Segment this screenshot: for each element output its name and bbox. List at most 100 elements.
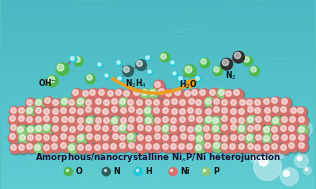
Circle shape xyxy=(111,106,123,118)
Circle shape xyxy=(136,123,148,135)
Circle shape xyxy=(81,89,92,101)
Circle shape xyxy=(42,143,54,155)
Circle shape xyxy=(34,106,46,118)
Circle shape xyxy=(239,98,250,110)
Circle shape xyxy=(237,142,249,154)
Circle shape xyxy=(220,142,232,153)
Circle shape xyxy=(212,105,223,117)
Bar xyxy=(1,124,315,127)
Bar xyxy=(1,185,315,189)
Circle shape xyxy=(195,143,207,155)
Circle shape xyxy=(162,142,174,154)
Circle shape xyxy=(271,106,283,118)
Circle shape xyxy=(43,108,55,119)
Circle shape xyxy=(170,134,181,146)
Circle shape xyxy=(271,126,283,137)
Circle shape xyxy=(104,73,110,79)
Circle shape xyxy=(110,143,122,154)
Circle shape xyxy=(35,115,46,127)
Bar xyxy=(1,79,315,83)
Circle shape xyxy=(253,143,265,154)
Circle shape xyxy=(115,89,126,101)
Circle shape xyxy=(209,88,220,100)
Circle shape xyxy=(194,98,206,109)
Circle shape xyxy=(237,116,248,127)
Circle shape xyxy=(133,167,143,177)
Circle shape xyxy=(94,116,105,128)
Circle shape xyxy=(70,55,77,63)
Circle shape xyxy=(194,75,202,83)
Circle shape xyxy=(246,124,257,135)
Circle shape xyxy=(229,108,241,119)
Circle shape xyxy=(127,133,138,145)
Circle shape xyxy=(71,88,83,100)
Bar xyxy=(1,53,315,57)
Circle shape xyxy=(26,126,38,137)
Bar xyxy=(1,46,315,50)
Circle shape xyxy=(9,133,20,144)
Circle shape xyxy=(144,134,155,145)
Circle shape xyxy=(76,107,88,119)
Circle shape xyxy=(16,125,28,136)
Bar xyxy=(1,84,315,88)
Circle shape xyxy=(51,135,63,146)
Bar xyxy=(1,51,315,54)
Circle shape xyxy=(119,107,131,119)
Circle shape xyxy=(230,124,241,136)
Bar xyxy=(1,178,315,182)
Circle shape xyxy=(143,106,155,118)
Bar xyxy=(1,117,315,120)
Circle shape xyxy=(94,98,106,109)
Bar xyxy=(1,183,315,186)
Circle shape xyxy=(170,97,181,108)
Circle shape xyxy=(126,98,138,109)
Circle shape xyxy=(52,99,64,111)
Circle shape xyxy=(220,123,231,135)
Circle shape xyxy=(179,125,191,136)
Circle shape xyxy=(102,124,113,136)
Bar xyxy=(1,143,315,146)
Circle shape xyxy=(69,125,80,137)
Circle shape xyxy=(93,133,104,145)
Circle shape xyxy=(186,143,198,155)
Circle shape xyxy=(170,108,182,119)
Circle shape xyxy=(211,117,223,128)
Circle shape xyxy=(136,143,148,155)
Circle shape xyxy=(211,141,223,153)
Circle shape xyxy=(34,124,46,136)
Bar xyxy=(1,39,315,43)
Circle shape xyxy=(289,107,301,118)
Bar xyxy=(1,98,315,101)
Circle shape xyxy=(127,105,139,117)
Circle shape xyxy=(110,116,122,127)
Circle shape xyxy=(153,80,165,91)
Circle shape xyxy=(228,143,240,154)
Circle shape xyxy=(59,141,70,153)
Circle shape xyxy=(144,125,156,136)
Circle shape xyxy=(43,96,54,108)
Circle shape xyxy=(246,134,257,146)
Circle shape xyxy=(247,106,258,118)
Circle shape xyxy=(195,99,206,110)
Circle shape xyxy=(118,116,130,128)
Circle shape xyxy=(143,142,155,153)
Circle shape xyxy=(84,98,96,109)
Circle shape xyxy=(61,115,72,127)
Circle shape xyxy=(280,115,291,126)
Circle shape xyxy=(51,115,63,126)
Circle shape xyxy=(46,75,59,88)
Circle shape xyxy=(34,133,46,144)
Circle shape xyxy=(220,134,232,145)
Circle shape xyxy=(296,121,313,137)
Circle shape xyxy=(154,80,165,92)
Circle shape xyxy=(17,106,29,118)
Circle shape xyxy=(194,124,205,135)
Circle shape xyxy=(136,108,147,119)
Circle shape xyxy=(254,143,265,155)
Bar xyxy=(1,148,315,151)
Circle shape xyxy=(254,107,265,119)
Text: N: N xyxy=(113,167,120,176)
Circle shape xyxy=(152,142,164,154)
Bar xyxy=(1,13,315,17)
Circle shape xyxy=(117,76,124,83)
